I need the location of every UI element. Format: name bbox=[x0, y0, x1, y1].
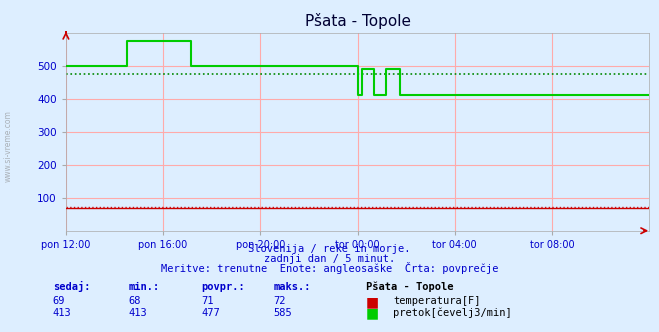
Text: 413: 413 bbox=[129, 308, 147, 318]
Text: 413: 413 bbox=[53, 308, 71, 318]
Text: maks.:: maks.: bbox=[273, 283, 311, 292]
Text: 72: 72 bbox=[273, 296, 286, 306]
Text: zadnji dan / 5 minut.: zadnji dan / 5 minut. bbox=[264, 254, 395, 264]
Text: Slovenija / reke in morje.: Slovenija / reke in morje. bbox=[248, 244, 411, 254]
Text: 71: 71 bbox=[201, 296, 214, 306]
Title: Pšata - Topole: Pšata - Topole bbox=[304, 13, 411, 29]
Text: 585: 585 bbox=[273, 308, 292, 318]
Text: ■: ■ bbox=[366, 295, 379, 309]
Text: sedaj:: sedaj: bbox=[53, 282, 90, 292]
Text: 68: 68 bbox=[129, 296, 141, 306]
Text: min.:: min.: bbox=[129, 283, 159, 292]
Text: 477: 477 bbox=[201, 308, 219, 318]
Text: pretok[čevelj3/min]: pretok[čevelj3/min] bbox=[393, 307, 512, 318]
Text: 69: 69 bbox=[53, 296, 65, 306]
Text: Pšata - Topole: Pšata - Topole bbox=[366, 282, 453, 292]
Text: povpr.:: povpr.: bbox=[201, 283, 244, 292]
Text: Meritve: trenutne  Enote: angleosaške  Črta: povprečje: Meritve: trenutne Enote: angleosaške Črt… bbox=[161, 262, 498, 274]
Text: www.si-vreme.com: www.si-vreme.com bbox=[3, 110, 13, 182]
Text: ■: ■ bbox=[366, 307, 379, 321]
Text: temperatura[F]: temperatura[F] bbox=[393, 296, 481, 306]
